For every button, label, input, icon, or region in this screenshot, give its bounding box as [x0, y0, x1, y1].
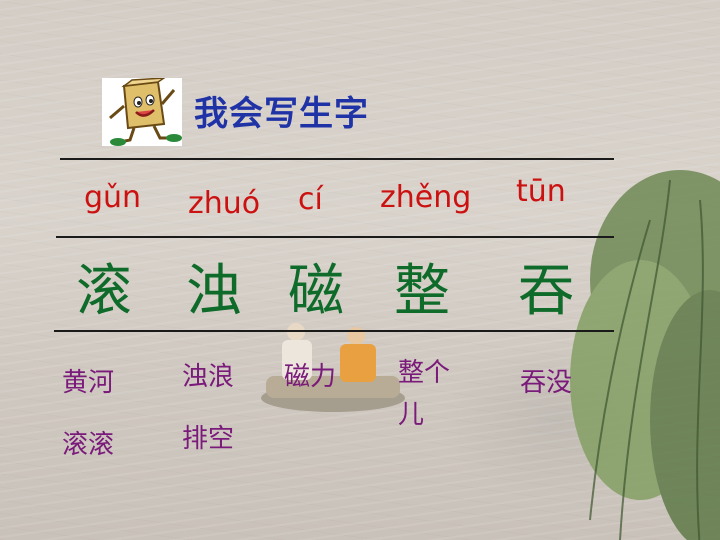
- mascot: [102, 77, 182, 146]
- word-gungun: 滚滚: [62, 430, 115, 460]
- willow-tree-image: [570, 170, 720, 540]
- word-huanghe: 黄河: [62, 368, 115, 398]
- page-title: 我会写生字: [194, 94, 369, 134]
- word-zhuolang: 浊浪: [182, 362, 235, 392]
- bottom-rule: [54, 330, 614, 332]
- paper-bag-mascot-icon: [109, 77, 182, 146]
- pinyin-zhuo: zhuó: [188, 186, 261, 221]
- word-tunmo: 吞没: [520, 368, 573, 398]
- middle-rule: [56, 236, 614, 238]
- hanzi-zhuo: 浊: [186, 259, 242, 324]
- pinyin-ci: cí: [298, 182, 323, 217]
- word-paikong: 排空: [182, 424, 235, 454]
- boat-image: [261, 323, 405, 412]
- hanzi-zheng: 整: [394, 259, 450, 324]
- word-er: 儿: [398, 400, 425, 430]
- pinyin-gun: gǔn: [84, 180, 142, 215]
- word-cili: 磁力: [284, 362, 337, 392]
- pinyin-tun: tūn: [516, 174, 566, 209]
- hanzi-gun: 滚: [76, 259, 132, 324]
- word-zhengge: 整个: [398, 358, 451, 388]
- top-rule: [60, 158, 614, 160]
- pinyin-zheng: zhěng: [380, 180, 472, 215]
- hanzi-tun: 吞: [518, 259, 574, 324]
- hanzi-ci: 磁: [288, 259, 344, 324]
